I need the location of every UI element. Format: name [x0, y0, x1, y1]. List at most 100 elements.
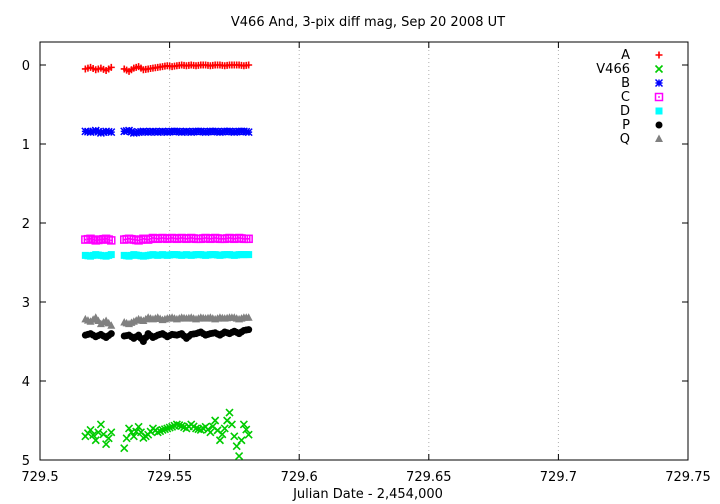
data-point — [86, 128, 95, 137]
series-d — [81, 251, 253, 260]
data-point — [88, 235, 98, 244]
data-point — [211, 416, 220, 425]
data-point — [89, 127, 98, 136]
data-point — [220, 424, 229, 433]
series-q — [81, 313, 253, 329]
y-tick-label: 2 — [22, 217, 30, 232]
data-point — [245, 61, 253, 69]
legend-marker — [655, 121, 663, 129]
axis-ticks: 729.5 729.55 729.6 729.65 729.7 729.75 0 1 2 3 4 5 — [21, 42, 711, 485]
data-point — [244, 128, 253, 137]
data-point — [158, 425, 167, 435]
legend-marker — [654, 78, 664, 88]
legend-label: D — [620, 104, 630, 119]
data-point — [107, 128, 116, 137]
legend-label: A — [621, 48, 630, 63]
x-tick-label: 729.7 — [540, 470, 577, 485]
data-point — [107, 321, 116, 329]
x-tick-label: 729.6 — [281, 470, 318, 485]
legend-marker — [654, 92, 664, 102]
legend-marker — [655, 134, 663, 142]
series-b — [81, 126, 253, 137]
legend-label: P — [622, 118, 630, 133]
data-point — [96, 420, 105, 429]
x-tick-label: 729.5 — [21, 470, 58, 485]
data-points — [81, 61, 253, 461]
data-point — [86, 234, 95, 244]
data-point — [163, 424, 172, 433]
chart-title: V466 And, 3-pix diff mag, Sep 20 2008 UT — [231, 15, 505, 30]
data-point — [86, 425, 95, 435]
data-point — [232, 442, 241, 451]
data-point — [94, 428, 103, 437]
y-tick-label: 1 — [22, 138, 30, 153]
data-point — [239, 420, 248, 429]
data-point — [245, 326, 253, 334]
series-p — [81, 326, 253, 345]
data-point — [245, 251, 253, 259]
legend-label: V466 — [596, 62, 630, 77]
data-point — [215, 436, 225, 445]
legend-label: B — [621, 76, 630, 91]
legend-marker — [655, 107, 663, 115]
data-point — [237, 436, 246, 445]
y-tick-label: 0 — [22, 59, 30, 74]
x-axis-label: Julian Date - 2,454,000 — [292, 487, 443, 502]
data-point — [206, 428, 215, 437]
data-point — [244, 313, 253, 321]
plot-frame — [39, 41, 689, 461]
data-point — [107, 236, 116, 245]
data-point — [227, 420, 236, 429]
legend-label: Q — [620, 132, 630, 147]
legend-label: C — [621, 90, 630, 105]
data-point — [124, 126, 134, 135]
series-v466 — [81, 408, 253, 461]
x-tick-label: 729.75 — [665, 470, 711, 485]
data-point — [242, 425, 251, 434]
data-point — [104, 434, 113, 443]
data-point — [99, 128, 108, 137]
data-point — [99, 430, 108, 439]
y-tick-label: 5 — [22, 454, 30, 469]
data-point — [134, 422, 143, 431]
legend-marker — [654, 64, 664, 74]
y-tick-label: 3 — [22, 296, 30, 311]
data-point — [102, 440, 111, 449]
data-point — [124, 424, 134, 433]
series-a — [81, 61, 253, 75]
data-point — [230, 432, 239, 441]
data-point — [225, 408, 234, 417]
data-point — [165, 423, 174, 432]
data-point — [107, 428, 116, 437]
data-point — [91, 126, 100, 135]
data-point — [101, 234, 111, 244]
x-tick-label: 729.55 — [147, 470, 193, 485]
data-point — [244, 430, 253, 439]
data-point — [120, 444, 129, 453]
data-point — [129, 432, 138, 441]
data-point — [96, 128, 105, 137]
data-point — [218, 430, 227, 439]
data-point — [107, 63, 115, 71]
data-point — [122, 434, 131, 443]
data-point — [94, 127, 103, 136]
data-point — [89, 431, 98, 440]
legend-marker — [655, 51, 663, 59]
data-point — [104, 235, 113, 244]
series-c — [81, 233, 253, 245]
data-point — [107, 330, 115, 338]
data-point — [244, 234, 253, 244]
data-point — [107, 251, 115, 259]
x-tick-label: 729.65 — [406, 470, 452, 485]
data-point — [175, 421, 184, 430]
data-point — [160, 425, 169, 434]
data-point — [91, 436, 100, 445]
data-point — [235, 451, 244, 461]
grid-lines — [169, 42, 559, 460]
data-point — [172, 420, 181, 429]
data-point — [191, 424, 201, 433]
data-point — [127, 127, 136, 136]
y-tick-label: 4 — [22, 375, 30, 390]
